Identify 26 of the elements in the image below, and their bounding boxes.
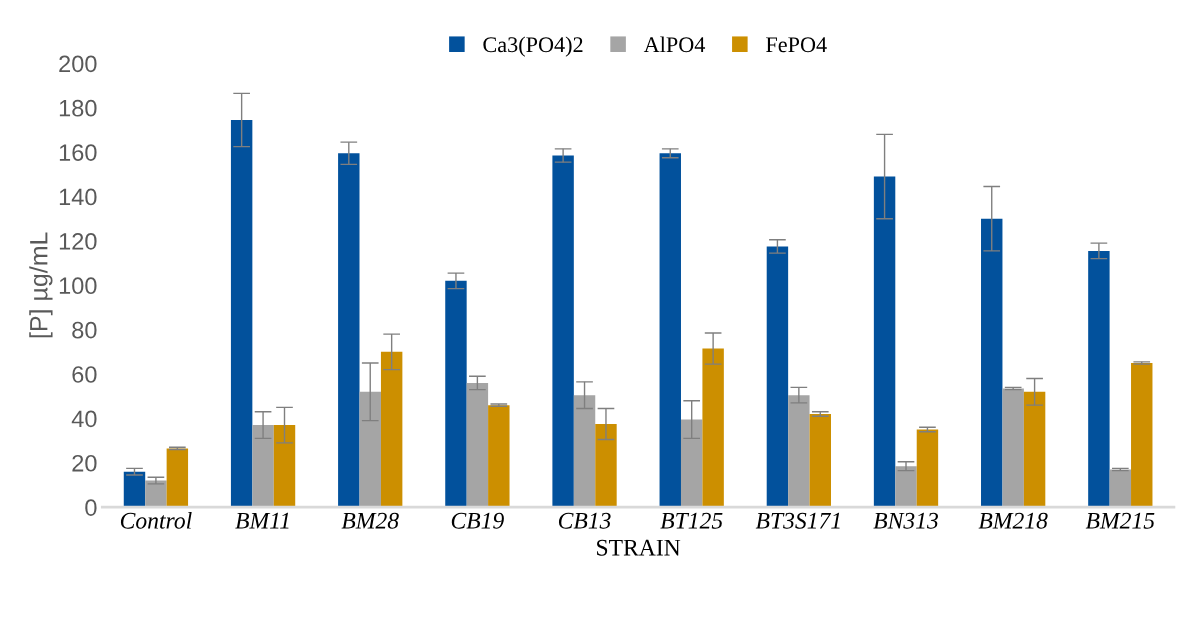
x-tick-label: BM218 — [978, 512, 1048, 529]
y-axis-title: [P] µg/mL — [29, 232, 53, 338]
y-tick-label: 120 — [59, 232, 97, 250]
legend-label: FePO4 — [766, 37, 827, 53]
x-axis-title: STRAIN — [597, 539, 681, 556]
x-tick-label: CB13 — [558, 512, 611, 529]
y-tick-label: 80 — [72, 321, 97, 339]
legend-label: Ca3(PO4)2 — [483, 36, 583, 57]
x-tick-label: BN313 — [873, 512, 938, 529]
x-tick-label: BM215 — [1085, 512, 1155, 529]
x-tick-label: Control — [120, 512, 192, 529]
x-tick-label: CB19 — [451, 512, 504, 529]
y-tick-label: 0 — [85, 499, 97, 516]
y-tick-label: 40 — [71, 410, 97, 428]
x-tick-label: BT3S171 — [755, 512, 840, 529]
y-tick-label: 180 — [59, 99, 97, 117]
x-tick-label: BM11 — [235, 512, 289, 529]
x-tick-label: BT125 — [660, 512, 723, 529]
y-tick-label: 200 — [59, 55, 97, 73]
y-tick-label: 140 — [59, 188, 97, 206]
legend-label: AlPO4 — [643, 36, 706, 53]
y-tick-label: 160 — [59, 144, 97, 161]
y-tick-label: 60 — [72, 366, 97, 383]
y-tick-label: 20 — [72, 454, 97, 472]
x-tick-label: BM28 — [341, 512, 399, 529]
y-tick-label: 100 — [59, 277, 97, 295]
